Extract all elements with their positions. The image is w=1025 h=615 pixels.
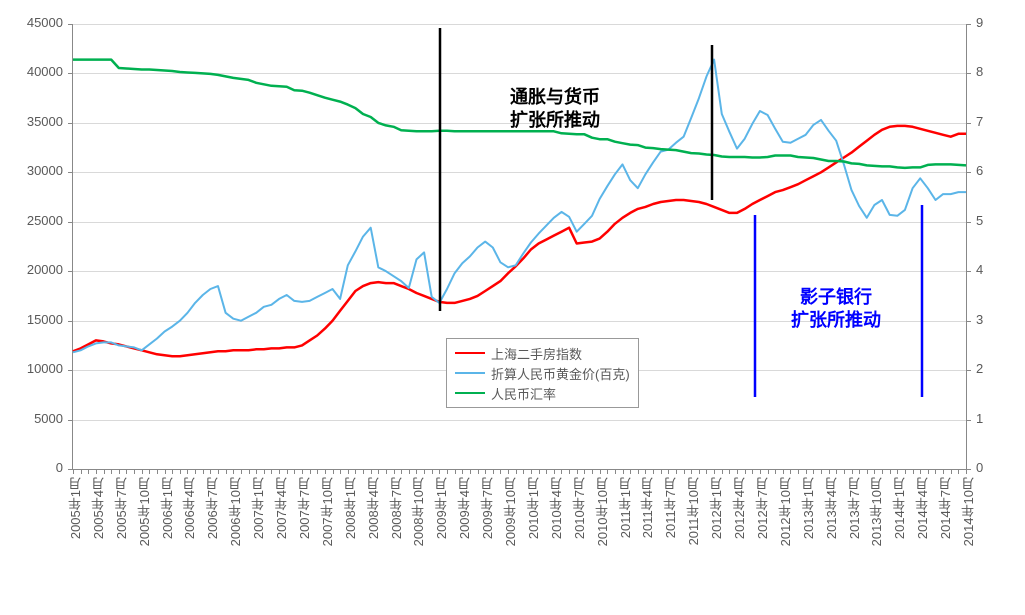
- annotation-line2: 扩张所推动: [510, 110, 600, 130]
- annotation-inflation: 通胀与货币扩张所推动: [475, 86, 635, 133]
- annotation-line2: 扩张所推动: [791, 310, 881, 330]
- legend-item: 人民币汇率: [455, 383, 630, 403]
- annotation-line1: 通胀与货币: [510, 87, 600, 107]
- legend-swatch: [455, 352, 485, 354]
- legend-label: 人民币汇率: [491, 384, 556, 403]
- legend-label: 折算人民币黄金价(百克): [491, 364, 630, 383]
- legend-swatch: [455, 372, 485, 374]
- legend-item: 上海二手房指数: [455, 343, 630, 363]
- annotation-shadow-banking: 影子银行扩张所推动: [756, 286, 916, 333]
- annotation-line1: 影子银行: [800, 287, 872, 307]
- chart-container: 0500010000150002000025000300003500040000…: [0, 0, 1025, 615]
- legend-label: 上海二手房指数: [491, 344, 582, 363]
- legend: 上海二手房指数折算人民币黄金价(百克)人民币汇率: [446, 338, 639, 408]
- legend-swatch: [455, 392, 485, 394]
- legend-item: 折算人民币黄金价(百克): [455, 363, 630, 383]
